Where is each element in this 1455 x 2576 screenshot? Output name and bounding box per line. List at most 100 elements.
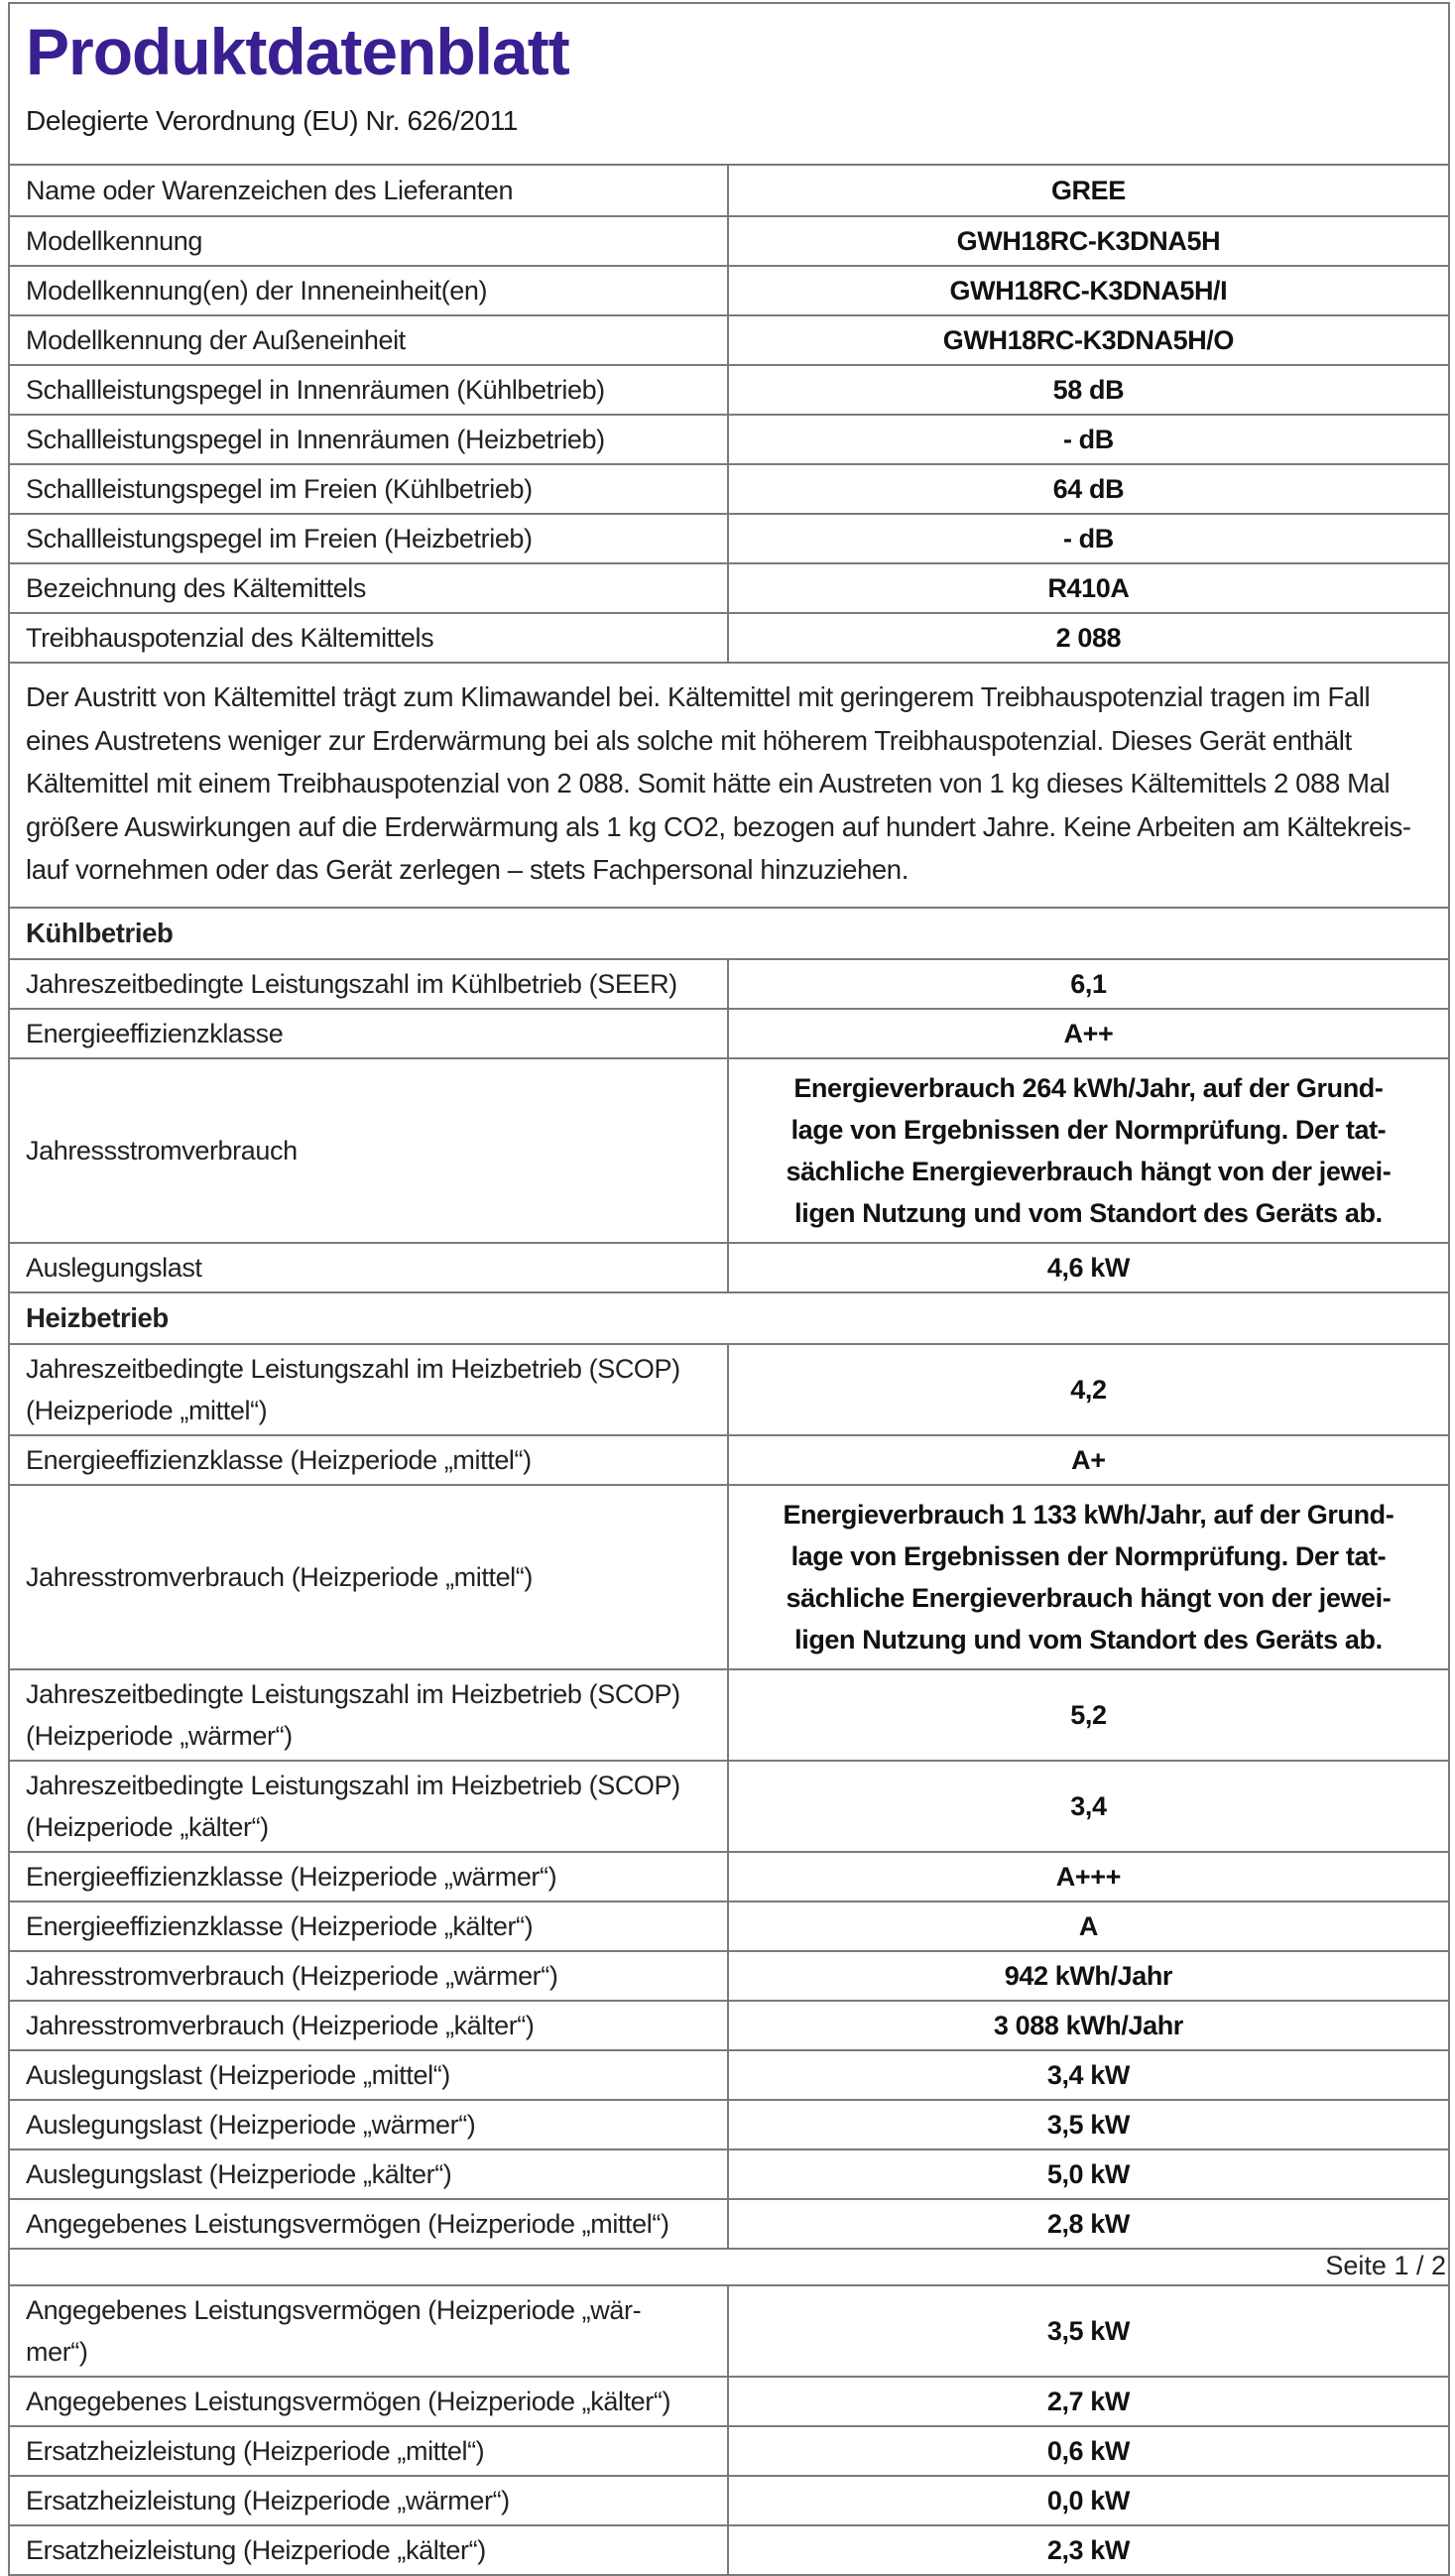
field-row: Modellkennung(en) der Inneneinheit(en) GW… (10, 265, 1448, 314)
field-label: Jahreszeitbedingte Leistungszahl im Heiz… (10, 1670, 727, 1760)
field-label: Treibhauspotenzial des Kältemittels (26, 623, 434, 653)
text-line: Der Austritt von Kältemittel trägt zum K… (26, 681, 1371, 712)
text-line: sächliche Energieverbrauch hängt von der… (786, 1582, 1392, 1613)
field-row: Energieeffizienzklasse (Heizperiode „wär… (10, 1850, 1448, 1901)
field-value: A (726, 1901, 1448, 1950)
text-line: mer“) (26, 2336, 88, 2367)
field-row: Jahreszeitbedingte Leistungszahl im Heiz… (10, 1667, 1448, 1760)
field-label: Jahreszeitbedingte Leistungszahl im Kühl… (26, 968, 677, 999)
field-row: Energieeffizienzklasse A++ (10, 1007, 1448, 1057)
field-value: 6,1 (726, 959, 1448, 1008)
field-label: Bezeichnung des Kältemittels (26, 573, 367, 603)
field-label: Energieeffizienzklasse (26, 1018, 284, 1048)
field-row: Schallleistungspegel im Freien (Heizbetr… (10, 513, 1448, 562)
field-label: Energieeffizienzklasse (Heizperiode „mit… (26, 1444, 532, 1475)
field-label: Name oder Warenzeichen des Lieferanten (26, 176, 514, 205)
field-label: Angegebenes Leistungsvermögen (Heizperio… (26, 2386, 671, 2416)
field-label: Jahresstromverbrauch (Heizperiode „kälte… (26, 2010, 535, 2040)
regulation-subtitle: Delegierte Verordnung (EU) Nr. 626/2011 (26, 105, 518, 136)
field-value: A++ (726, 1009, 1448, 1057)
field-row: Jahreszeitbedingte Leistungszahl im Heiz… (10, 1759, 1448, 1851)
field-value: 942 kWh/Jahr (726, 1951, 1448, 2000)
text-line: ligen Nutzung und vom Standort des Gerät… (794, 1624, 1383, 1655)
field-value: 4,2 (726, 1344, 1448, 1434)
field-row: Name oder Warenzeichen des Lieferanten GR… (10, 166, 1448, 215)
section-header: Kühlbetrieb (10, 906, 1448, 958)
field-row: Modellkennung der Außeneinheit GWH18RC-K3… (10, 314, 1448, 364)
field-label: Angegebenes Leistungsvermögen (Heizperio… (10, 2286, 727, 2376)
field-row: Jahreszeitbedingte Leistungszahl im Heiz… (10, 1342, 1448, 1434)
text-line: ligen Nutzung und vom Standort des Gerät… (794, 1197, 1383, 1228)
text-line: Energieverbrauch 1 133 kWh/Jahr, auf der… (783, 1499, 1394, 1530)
field-value: 2 088 (726, 614, 1448, 662)
field-row: Schallleistungspegel in Innenräumen (Hei… (10, 414, 1448, 463)
field-label: Energieeffizienzklasse (Heizperiode „käl… (26, 1910, 534, 1941)
text-line: Kältemittel mit einem Treibhauspotenzial… (26, 768, 1391, 798)
field-label: Modellkennung(en) der Inneneinheit(en) (26, 276, 488, 306)
refrigerant-gwp-note: Der Austritt von Kältemittel trägt zum K… (10, 662, 1448, 907)
field-row: Jahreszeitbedingte Leistungszahl im Kühl… (10, 957, 1448, 1008)
field-value: 58 dB (726, 366, 1448, 414)
field-label: Schallleistungspegel im Freien (Kühlbetr… (26, 474, 533, 504)
field-row: Bezeichnung des Kältemittels R410A (10, 562, 1448, 612)
field-row: Treibhauspotenzial des Kältemittels 2 088 (10, 612, 1448, 662)
field-label: Ersatzheizleistung (Heizperiode „mittel“… (26, 2435, 485, 2466)
field-row: Modellkennung GWH18RC-K3DNA5H (10, 215, 1448, 265)
field-label: Schallleistungspegel in Innenräumen (Hei… (26, 425, 605, 454)
datasheet-table: Name oder Warenzeichen des Lieferanten GR… (10, 166, 1448, 2574)
field-value: 0,0 kW (726, 2476, 1448, 2524)
field-row: Jahresstromverbrauch (Heizperiode „mitte… (10, 1483, 1448, 1668)
text-line: Energieverbrauch 264 kWh/Jahr, auf der G… (793, 1072, 1384, 1103)
text-line: Jahreszeitbedingte Leistungszahl im Heiz… (26, 1353, 680, 1384)
field-label: Auslegungslast (Heizperiode „wärmer“) (26, 2109, 476, 2140)
field-row: Energieeffizienzklasse (Heizperiode „käl… (10, 1900, 1448, 1950)
field-label: Ersatzheizleistung (Heizperiode „wärmer“… (26, 2485, 510, 2515)
text-line: eines Austretens weniger zur Erderwärmun… (26, 724, 1352, 756)
field-label: Jahressstromverbrauch (26, 1135, 298, 1165)
field-value: GWH18RC-K3DNA5H/O (726, 316, 1448, 364)
field-label: Jahreszeitbedingte Leistungszahl im Heiz… (10, 1345, 727, 1434)
field-value: 2,7 kW (726, 2377, 1448, 2425)
field-value: Energieverbrauch 1 133 kWh/Jahr, auf der… (726, 1485, 1448, 1668)
field-value: Energieverbrauch 264 kWh/Jahr, auf der G… (726, 1058, 1448, 1242)
page-indicator: Seite 1 / 2 (1325, 2250, 1446, 2280)
field-value: 4,6 kW (726, 1243, 1448, 1291)
field-row: Auslegungslast 4,6 kW (10, 1241, 1448, 1291)
section-header: Heizbetrieb (10, 1290, 1448, 1343)
page-title: Produktdatenblatt (26, 15, 570, 88)
text-line: Jahreszeitbedingte Leistungszahl im Heiz… (26, 1770, 680, 1800)
field-value: GWH18RC-K3DNA5H/I (726, 267, 1448, 314)
field-value: 5,2 (726, 1669, 1448, 1760)
field-label: Modellkennung (26, 226, 202, 256)
field-value: 3,4 (726, 1761, 1448, 1851)
field-value: A+ (726, 1435, 1448, 1484)
field-label: Ersatzheizleistung (Heizperiode „kälter“… (26, 2534, 486, 2565)
field-value: 3,5 kW (726, 2100, 1448, 2148)
field-label: Auslegungslast (Heizperiode „mittel“) (26, 2059, 450, 2090)
field-value: GREE (726, 166, 1448, 215)
field-value: R410A (726, 564, 1448, 612)
text-line: lage von Ergebnissen der Normprüfung. De… (790, 1540, 1387, 1571)
field-row: Schallleistungspegel in Innenräumen (Küh… (10, 364, 1448, 414)
field-label: Energieeffizienzklasse (Heizperiode „wär… (26, 1861, 557, 1892)
field-row: Jahresstromverbrauch (Heizperiode „wärme… (10, 1949, 1448, 2000)
field-row: Ersatzheizleistung (Heizperiode „wärmer“… (10, 2474, 1448, 2524)
field-value: A+++ (726, 1852, 1448, 1901)
field-value: 64 dB (726, 465, 1448, 513)
field-label: Jahresstromverbrauch (Heizperiode „mitte… (26, 1561, 533, 1592)
text-line: größere Auswirkungen auf die Erderwärmun… (26, 810, 1411, 842)
section-title: Heizbetrieb (26, 1301, 169, 1333)
field-label: Schallleistungspegel in Innenräumen (Küh… (26, 375, 605, 405)
text-line: (Heizperiode „mittel“) (26, 1395, 268, 1425)
text-line: Jahreszeitbedingte Leistungszahl im Heiz… (26, 1678, 680, 1709)
text-line: (Heizperiode „kälter“) (26, 1811, 269, 1842)
field-label: Modellkennung der Außeneinheit (26, 325, 406, 355)
text-line: sächliche Energieverbrauch hängt von der… (786, 1156, 1392, 1186)
text-line: (Heizperiode „wärmer“) (26, 1720, 293, 1751)
field-row: Energieeffizienzklasse (Heizperiode „mit… (10, 1433, 1448, 1484)
field-label: Auslegungslast (Heizperiode „kälter“) (26, 2158, 452, 2189)
field-value: 5,0 kW (726, 2149, 1448, 2198)
field-row: Angegebenes Leistungsvermögen (Heizperio… (10, 2375, 1448, 2425)
field-value: 0,6 kW (726, 2426, 1448, 2475)
text-line: Angegebenes Leistungsvermögen (Heizperio… (26, 2294, 642, 2325)
